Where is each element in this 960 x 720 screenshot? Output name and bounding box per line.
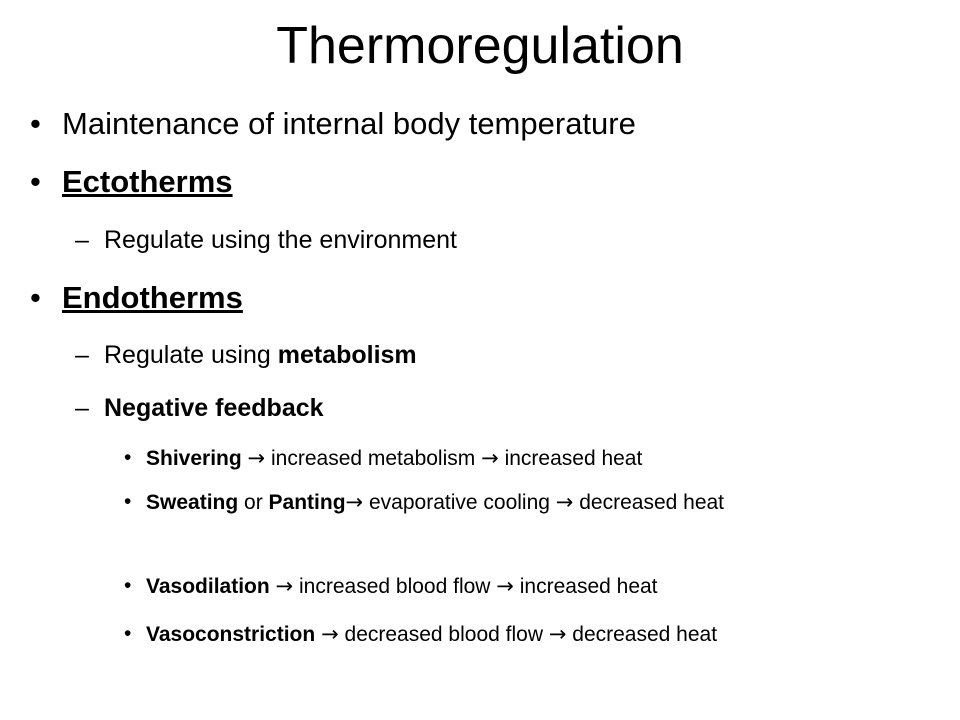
bullet-dot: • <box>30 164 41 199</box>
sub-bullet-metabolism-bold: metabolism <box>277 341 417 369</box>
example-vasoconstriction: • Vasoconstriction → decreased blood flo… <box>124 620 936 649</box>
vasodilation-step1: increased blood flow <box>299 575 491 598</box>
arrow-right-icon: → <box>321 622 339 646</box>
bullet-dot: • <box>124 622 132 645</box>
endotherms-heading: Endotherms <box>62 280 243 315</box>
arrow-right-icon: → <box>247 446 266 470</box>
vasodilation-step2: increased heat <box>519 575 658 598</box>
arrow-right-icon: → <box>345 490 364 514</box>
example-sweating: • Sweating or Panting→ evaporative cooli… <box>124 488 936 517</box>
bullet-dot: • <box>124 446 132 469</box>
sweating-joiner: or <box>238 491 269 514</box>
ectotherms-heading: Ectotherms <box>62 164 233 199</box>
bullet-ectotherms: • Ectotherms <box>30 163 233 201</box>
vasoconstriction-step1: decreased blood flow <box>344 623 543 646</box>
sub-bullet-environment-text: Regulate using the environment <box>104 226 458 254</box>
slide-title: Thermoregulation <box>276 17 684 75</box>
shivering-step1: increased metabolism <box>271 447 476 470</box>
bullet-dot: • <box>30 106 41 141</box>
sweating-step1: evaporative cooling <box>368 491 550 514</box>
vasoconstriction-term: Vasoconstriction <box>146 623 316 646</box>
arrow-right-icon: → <box>555 490 574 514</box>
sub-bullet-environment: – Regulate using the environment <box>75 224 458 256</box>
bullet-maintenance-text: Maintenance of internal body temperature <box>62 106 636 141</box>
example-shivering: • Shivering → increased metabolism → inc… <box>124 444 936 473</box>
bullet-maintenance: • Maintenance of internal body temperatu… <box>30 105 636 143</box>
example-vasodilation: • Vasodilation → increased blood flow → … <box>124 572 936 601</box>
vasodilation-term: Vasodilation <box>146 575 270 598</box>
dash-marker: – <box>75 341 89 369</box>
panting-term: Panting <box>268 491 346 514</box>
bullet-dot: • <box>30 280 41 315</box>
sub-bullet-negative-feedback: – Negative feedback <box>75 392 324 424</box>
sub-bullet-metabolism: – Regulate using metabolism <box>75 339 417 371</box>
shivering-term: Shivering <box>146 447 242 470</box>
sweating-step2: decreased heat <box>579 491 725 514</box>
bullet-dot: • <box>124 490 132 513</box>
arrow-right-icon: → <box>275 574 294 598</box>
sweating-term: Sweating <box>146 491 239 514</box>
dash-marker: – <box>75 394 89 422</box>
arrow-right-icon: → <box>496 574 514 598</box>
bullet-endotherms: • Endotherms <box>30 279 243 317</box>
arrow-right-icon: → <box>548 622 567 646</box>
bullet-dot: • <box>124 574 132 597</box>
dash-marker: – <box>75 226 89 254</box>
vasoconstriction-step2: decreased heat <box>572 623 718 646</box>
arrow-right-icon: → <box>481 446 499 470</box>
sub-bullet-negative-feedback-text: Negative feedback <box>104 394 324 422</box>
shivering-step2: increased heat <box>504 447 643 470</box>
sub-bullet-metabolism-prefix: Regulate using <box>104 341 278 369</box>
